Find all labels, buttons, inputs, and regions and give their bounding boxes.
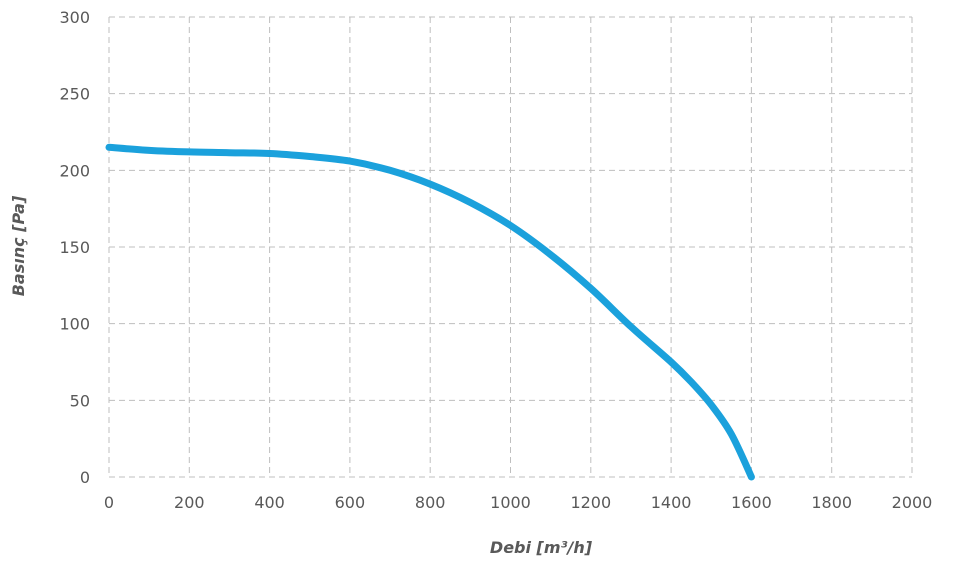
x-tick-label: 1000 xyxy=(490,493,531,512)
x-tick-label: 800 xyxy=(415,493,446,512)
y-axis-title: Basınç [Pa] xyxy=(9,195,28,296)
series-layer xyxy=(105,143,755,481)
y-tick-label: 200 xyxy=(59,161,90,180)
x-tick-label: 0 xyxy=(104,493,114,512)
x-tick-label: 1200 xyxy=(570,493,611,512)
y-axis-ticks: 0 50 100 150 200 250 300 xyxy=(59,8,90,487)
x-axis-ticks: 0 200 400 600 800 1000 1200 1400 1600 1800 2000 xyxy=(104,493,932,512)
x-tick-label: 2000 xyxy=(892,493,933,512)
x-tick-label: 200 xyxy=(174,493,205,512)
x-tick-label: 1800 xyxy=(811,493,852,512)
y-tick-label: 50 xyxy=(70,391,90,410)
y-tick-label: 250 xyxy=(59,85,90,104)
y-tick-label: 150 xyxy=(59,238,90,257)
y-tick-label: 0 xyxy=(80,468,90,487)
grid-lines xyxy=(108,16,913,478)
x-tick-label: 400 xyxy=(254,493,285,512)
series-line xyxy=(105,143,755,481)
x-tick-label: 1400 xyxy=(651,493,692,512)
y-tick-label: 300 xyxy=(59,8,90,27)
x-tick-label: 600 xyxy=(335,493,366,512)
x-axis-title: Debi [m³/h] xyxy=(490,538,593,557)
x-tick-label: 1600 xyxy=(731,493,772,512)
y-tick-label: 100 xyxy=(59,315,90,334)
